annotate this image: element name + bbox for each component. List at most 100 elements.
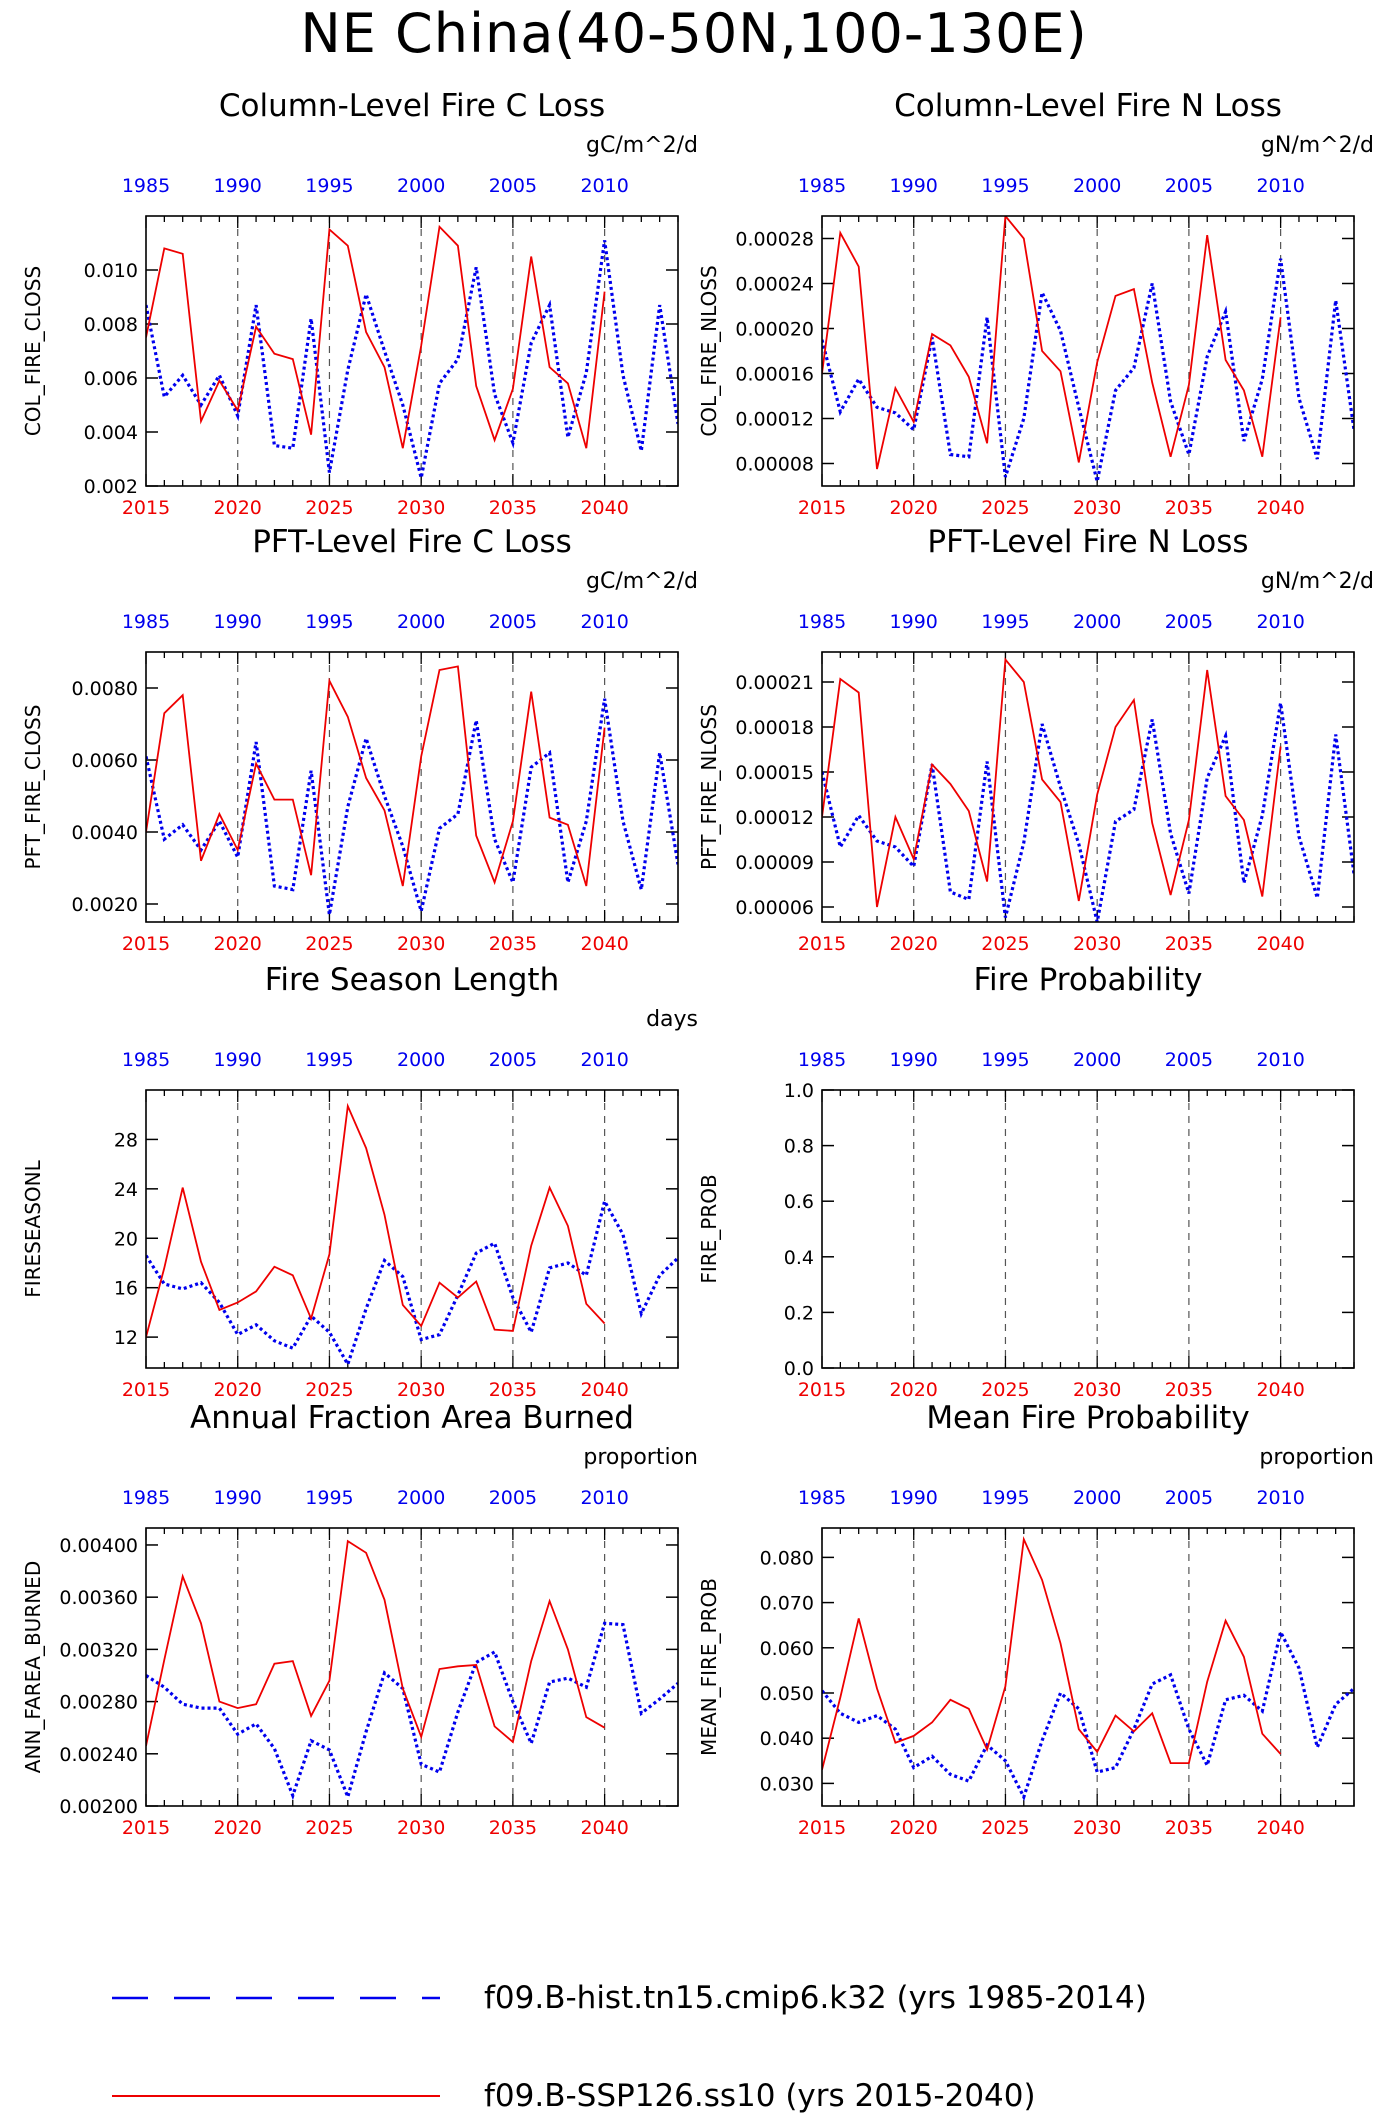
y-tick-label: 0.00016 [735, 364, 814, 386]
y-tick-label: 0.00240 [59, 1744, 138, 1766]
x-top-tick-label: 1990 [214, 611, 262, 633]
y-tick-label: 0.00008 [735, 454, 814, 476]
y-tick-label: 20 [114, 1228, 138, 1250]
series-line-future [146, 224, 606, 449]
x-top-tick-label: 2000 [397, 175, 445, 197]
x-bottom-tick-label: 2035 [1165, 933, 1213, 955]
y-tick-label: 0.080 [760, 1547, 814, 1569]
x-bottom-tick-label: 2020 [214, 933, 262, 955]
chart-col-fire-nloss: Column-Level Fire N Loss gN/m^2/d 0.00008 0… [697, 88, 1374, 519]
x-bottom-tick-label: 2040 [580, 1817, 628, 1839]
y-tick-label: 0.00009 [735, 852, 814, 874]
x-top-tick-label: 1985 [798, 1049, 846, 1071]
legend: f09.B-hist.tn15.cmip6.k32 (yrs 1985-2014… [112, 1980, 1147, 2114]
x-bottom-tick-label: 2035 [489, 1379, 537, 1401]
x-top-tick-label: 1990 [890, 611, 938, 633]
chart-title: Column-Level Fire C Loss [219, 88, 605, 124]
y-tick-label: 0.050 [760, 1683, 814, 1705]
units-label: gN/m^2/d [1261, 569, 1374, 594]
x-bottom-tick-label: 2035 [1165, 497, 1213, 519]
x-bottom-tick-label: 2020 [214, 1817, 262, 1839]
units-label: proportion [583, 1445, 698, 1470]
y-tick-label: 0.00400 [59, 1535, 138, 1557]
x-top-tick-label: 2005 [489, 175, 537, 197]
x-top-tick-label: 2010 [1256, 1049, 1304, 1071]
x-bottom-tick-label: 2030 [1073, 1817, 1121, 1839]
x-top-tick-label: 1985 [122, 1487, 170, 1509]
x-top-tick-label: 2000 [1073, 1049, 1121, 1071]
chart-ann-farea-burned: Annual Fraction Area Burned proportion 0.0… [21, 1400, 698, 1839]
y-tick-label: 0.00024 [735, 274, 814, 296]
x-bottom-tick-label: 2030 [1073, 933, 1121, 955]
chart-fire-prob: Fire Probability 0.0 0.2 0.4 0.6 0.8 1.0 2015 20… [697, 962, 1355, 1401]
x-top-tick-label: 2005 [1165, 611, 1213, 633]
x-bottom-tick-label: 2030 [397, 497, 445, 519]
chart-title: PFT-Level Fire C Loss [252, 524, 572, 560]
series-line-future [822, 1536, 1282, 1771]
x-top-tick-label: 2010 [1256, 175, 1304, 197]
y-tick-label: 0.030 [760, 1773, 814, 1795]
x-top-tick-label: 1995 [305, 1487, 353, 1509]
y-tick-label: 0.00018 [735, 717, 814, 739]
x-top-tick-label: 1990 [214, 175, 262, 197]
y-tick-label: 0.0 [784, 1358, 814, 1380]
units-label: proportion [1259, 1445, 1374, 1470]
x-bottom-tick-label: 2040 [580, 1379, 628, 1401]
x-top-tick-label: 2000 [397, 1487, 445, 1509]
y-axis-label: COL_FIRE_NLOSS [697, 265, 721, 436]
x-bottom-tick-label: 2015 [122, 933, 170, 955]
x-top-tick-label: 1990 [890, 1487, 938, 1509]
chart-title: Mean Fire Probability [926, 1400, 1249, 1436]
y-tick-label: 0.00028 [735, 229, 814, 251]
x-bottom-tick-label: 2020 [214, 1379, 262, 1401]
x-top-tick-label: 2010 [580, 611, 628, 633]
y-tick-label: 0.00006 [735, 897, 814, 919]
y-tick-label: 0.00020 [735, 319, 814, 341]
y-tick-label: 0.00012 [735, 409, 814, 431]
y-axis-label: MEAN_FIRE_PROB [697, 1578, 721, 1756]
chart-title: Fire Season Length [265, 962, 559, 998]
y-tick-label: 0.2 [784, 1302, 814, 1324]
legend-label-future: f09.B-SSP126.ss10 (yrs 2015-2040) [484, 2078, 1036, 2114]
y-tick-label: 1.0 [784, 1080, 814, 1102]
y-tick-label: 0.00360 [59, 1587, 138, 1609]
x-top-tick-label: 1985 [122, 175, 170, 197]
plot-frame [821, 651, 1355, 923]
x-top-tick-label: 1990 [890, 175, 938, 197]
x-top-tick-label: 2010 [580, 175, 628, 197]
series-line-historical [146, 240, 678, 479]
legend-label-historical: f09.B-hist.tn15.cmip6.k32 (yrs 1985-2014… [484, 1980, 1147, 2016]
y-tick-label: 0.0040 [72, 822, 138, 844]
x-bottom-tick-label: 2025 [981, 497, 1029, 519]
y-tick-label: 0.0060 [72, 750, 138, 772]
y-tick-label: 0.002 [84, 476, 138, 498]
x-top-tick-label: 2000 [397, 1049, 445, 1071]
x-bottom-tick-label: 2015 [798, 933, 846, 955]
x-bottom-tick-label: 2030 [397, 1817, 445, 1839]
x-top-tick-label: 1995 [305, 1049, 353, 1071]
x-top-tick-label: 1990 [214, 1487, 262, 1509]
y-axis-label: PFT_FIRE_CLOSS [21, 705, 45, 870]
units-label: gN/m^2/d [1261, 133, 1374, 158]
x-bottom-tick-label: 2035 [489, 497, 537, 519]
x-top-tick-label: 2005 [489, 611, 537, 633]
y-tick-label: 0.004 [84, 422, 138, 444]
x-top-tick-label: 2000 [1073, 175, 1121, 197]
chart-title: Fire Probability [973, 962, 1202, 998]
x-bottom-tick-label: 2015 [122, 497, 170, 519]
x-top-tick-label: 2000 [1073, 611, 1121, 633]
y-tick-label: 0.060 [760, 1638, 814, 1660]
chart-pft-fire-closs: PFT-Level Fire C Loss gC/m^2/d 0.0020 0.004… [21, 524, 698, 955]
x-bottom-tick-label: 2025 [305, 1817, 353, 1839]
x-bottom-tick-label: 2040 [1256, 1379, 1304, 1401]
chart-pft-fire-nloss: PFT-Level Fire N Loss gN/m^2/d 0.00006 0.00… [697, 524, 1374, 955]
x-top-tick-label: 2005 [1165, 1049, 1213, 1071]
x-top-tick-label: 1995 [305, 611, 353, 633]
y-tick-label: 0.006 [84, 368, 138, 390]
y-tick-label: 0.00280 [59, 1692, 138, 1714]
chart-title: PFT-Level Fire N Loss [927, 524, 1248, 560]
chart-title: Column-Level Fire N Loss [894, 88, 1282, 124]
x-top-tick-label: 1985 [122, 1049, 170, 1071]
x-bottom-tick-label: 2030 [397, 1379, 445, 1401]
x-top-tick-label: 2000 [397, 611, 445, 633]
